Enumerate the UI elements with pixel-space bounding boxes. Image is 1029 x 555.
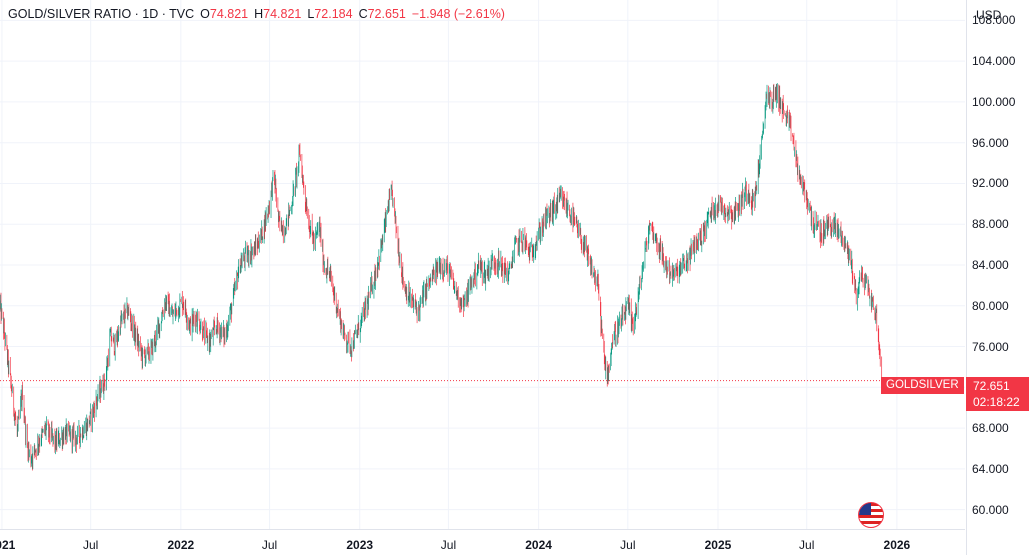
y-tick-label: 108.000	[972, 13, 1016, 28]
last-price-tag: 72.651 02:18:22	[966, 377, 1029, 411]
y-tick-label: 80.000	[972, 298, 1009, 313]
y-tick-label: 76.000	[972, 339, 1009, 354]
us-flag-icon[interactable]	[858, 502, 884, 528]
open-label: O	[200, 7, 210, 21]
symbol-title[interactable]: GOLD/SILVER RATIO · 1D · TVC	[8, 7, 195, 21]
price-chart[interactable]	[0, 0, 965, 530]
y-tick-label: 68.000	[972, 421, 1009, 436]
y-tick-label: 84.000	[972, 258, 1009, 272]
y-tick-label: 60.000	[972, 502, 1009, 517]
x-tick-label: 2025	[704, 538, 732, 552]
x-tick-label: Jul	[261, 538, 278, 552]
low-value: 72.184	[314, 7, 353, 21]
y-tick-label: 92.000	[972, 176, 1009, 191]
y-tick-label: 100.000	[972, 94, 1016, 109]
x-tick-label: Jul	[440, 538, 457, 552]
change-value: −1.948 (−2.61%)	[411, 7, 505, 21]
close-value: 72.651	[367, 7, 406, 21]
x-tick-label: Jul	[620, 538, 636, 552]
y-tick-label: 96.000	[972, 135, 1009, 150]
y-tick-label: 64.000	[972, 461, 1009, 476]
y-tick-label: 104.000	[972, 54, 1016, 69]
last-price-value: 72.651	[973, 379, 1010, 393]
x-tick-label: 2023	[346, 538, 374, 552]
last-symbol-tag: GOLDSILVER	[881, 377, 964, 394]
x-tick-label: Jul	[82, 538, 99, 552]
x-tick-label: Jul	[799, 538, 815, 552]
x-tick-label: 2021	[0, 538, 16, 552]
open-value: 74.821	[209, 7, 249, 21]
x-tick-label: 2022	[167, 538, 195, 552]
high-label: H	[254, 7, 264, 21]
price-axis[interactable]	[966, 0, 1029, 555]
low-label: L	[307, 7, 315, 21]
chart-grid	[0, 0, 965, 530]
countdown-timer: 02:18:22	[973, 395, 1020, 409]
y-tick-label: 88.000	[972, 217, 1009, 232]
currency-label[interactable]: USD	[976, 8, 1002, 22]
high-value: 74.821	[263, 7, 302, 21]
candles	[0, 83, 883, 471]
chart-area[interactable]	[0, 0, 965, 530]
ohlc-legend: GOLD/SILVER RATIO · 1D · TVC O 74.821 H 74…	[8, 7, 505, 21]
x-tick-label: 2024	[525, 538, 552, 552]
x-tick-label: 2026	[883, 538, 911, 552]
price-axis-border	[966, 0, 967, 555]
close-label: C	[358, 7, 368, 21]
